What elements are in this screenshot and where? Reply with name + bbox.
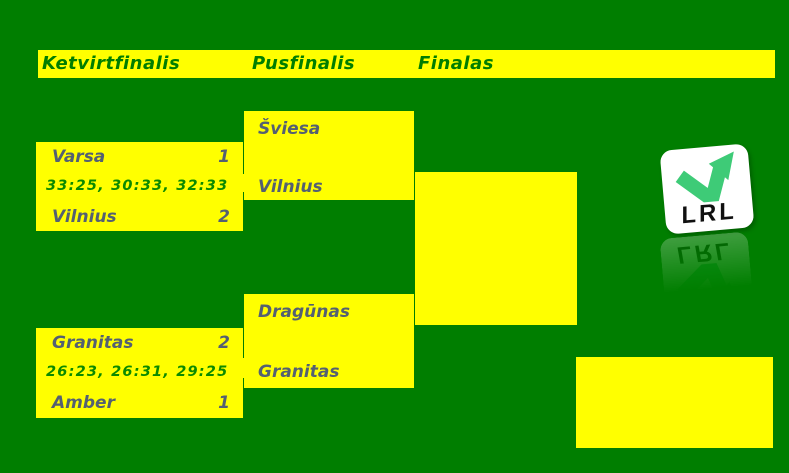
match-box-quarterfinal-2: Granitas 2 26:23, 26:31, 29:25 Amber 1: [36, 328, 243, 418]
match-sets: 33:25, 30:33, 32:33: [46, 178, 229, 194]
team-score: 1: [218, 147, 230, 167]
team-row: Granitas 2: [36, 328, 243, 358]
team-score: 2: [218, 207, 230, 227]
logo-arrow-icon: [675, 151, 734, 206]
team-row: Varsa 1: [36, 142, 243, 172]
match-sets: 26:23, 26:31, 29:25: [46, 364, 229, 380]
column-header-quarterfinals: Ketvirtfinalis: [42, 53, 181, 74]
team-score: 2: [218, 333, 230, 353]
third-place-box: [576, 357, 773, 448]
team-row: Amber 1: [36, 388, 243, 418]
team-score: 1: [218, 393, 230, 413]
team-name: Vilnius: [258, 177, 323, 197]
final-box: [415, 172, 577, 325]
lrl-logo-card: LRL: [659, 143, 755, 235]
match-box-quarterfinal-1: Varsa 1 33:25, 30:33, 32:33 Vilnius 2: [36, 142, 243, 231]
team-row: Vilnius 2: [36, 202, 243, 232]
match-box-semifinal-1: Šviesa Vilnius: [244, 111, 414, 200]
lrl-logo: LRL LRL: [659, 143, 755, 323]
match-box-semifinal-2: Dragūnas Granitas: [244, 294, 414, 388]
team-name: Varsa: [52, 147, 106, 167]
team-name: Granitas: [52, 333, 134, 353]
logo-reflection: LRL: [659, 231, 755, 323]
header-bar: Ketvirtfinalis Pusfinalis Finalas: [38, 50, 775, 78]
column-header-semifinals: Pusfinalis: [252, 53, 356, 74]
team-name: Amber: [52, 393, 115, 413]
logo-arrow-icon: [677, 260, 740, 310]
team-name: Granitas: [258, 362, 340, 382]
column-header-finals: Finalas: [418, 53, 494, 74]
team-name: Vilnius: [52, 207, 117, 227]
team-name: Dragūnas: [258, 302, 350, 322]
team-name: Šviesa: [258, 119, 321, 139]
